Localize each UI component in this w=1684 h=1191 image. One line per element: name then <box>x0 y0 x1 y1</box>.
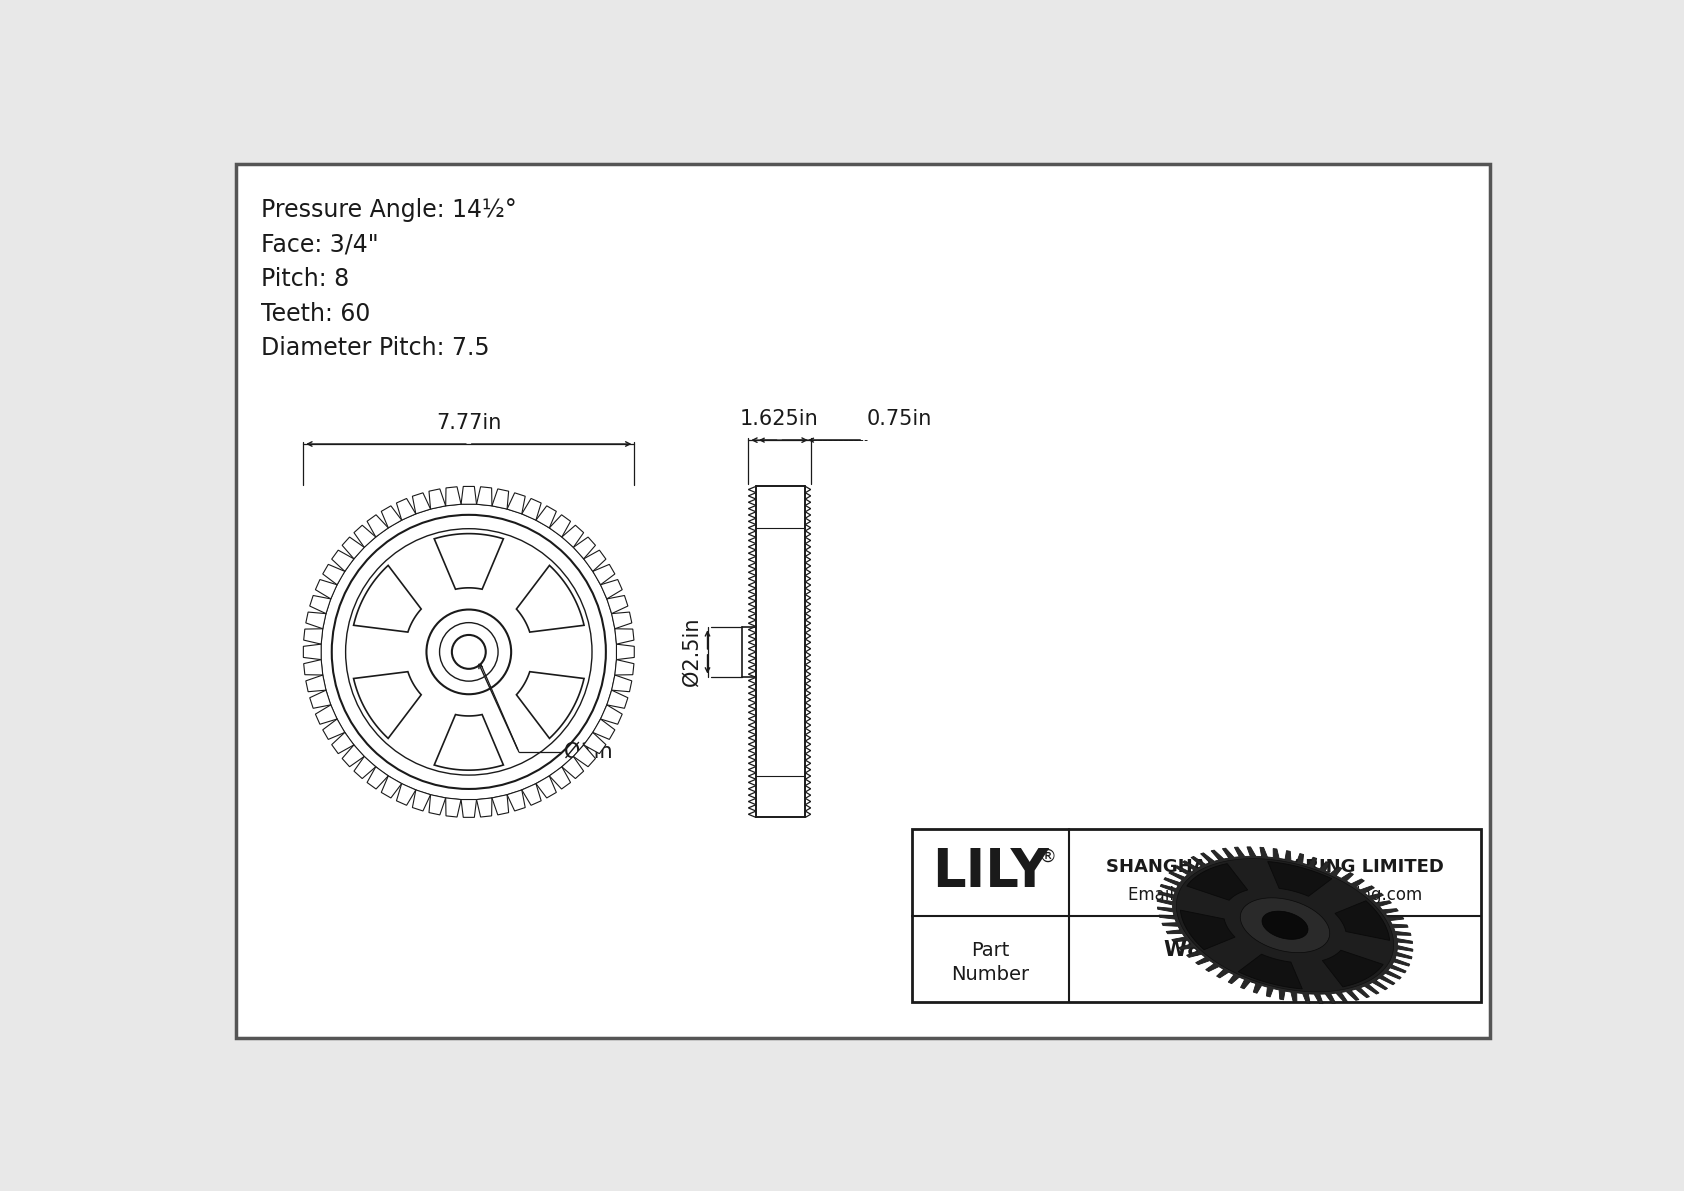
Polygon shape <box>1177 859 1394 992</box>
Polygon shape <box>429 794 446 815</box>
Polygon shape <box>584 550 606 572</box>
Polygon shape <box>584 732 606 754</box>
Polygon shape <box>342 744 364 767</box>
Text: Email: lilybearing@lily-bearing.com: Email: lilybearing@lily-bearing.com <box>1128 886 1423 904</box>
Polygon shape <box>1239 898 1330 953</box>
Polygon shape <box>367 767 389 788</box>
Polygon shape <box>354 566 421 632</box>
Polygon shape <box>332 550 354 572</box>
Polygon shape <box>303 660 323 675</box>
Text: 7.77in: 7.77in <box>436 413 502 434</box>
Polygon shape <box>517 672 584 738</box>
Polygon shape <box>323 565 345 585</box>
Text: Gears: Gears <box>1246 968 1303 987</box>
Polygon shape <box>573 744 596 767</box>
Polygon shape <box>434 534 504 590</box>
Text: Diameter Pitch: 7.5: Diameter Pitch: 7.5 <box>261 336 490 360</box>
Text: W860 WORM GEAR: W860 WORM GEAR <box>1164 940 1386 960</box>
Polygon shape <box>342 537 364 559</box>
Polygon shape <box>1180 910 1234 949</box>
Polygon shape <box>606 690 628 709</box>
Polygon shape <box>611 675 632 692</box>
Polygon shape <box>492 794 509 815</box>
Polygon shape <box>413 790 431 811</box>
Polygon shape <box>310 690 330 709</box>
Polygon shape <box>522 784 541 805</box>
Polygon shape <box>413 493 431 513</box>
Polygon shape <box>562 525 584 548</box>
Polygon shape <box>303 629 323 644</box>
Text: Ø2.5in: Ø2.5in <box>682 618 701 686</box>
Polygon shape <box>573 537 596 559</box>
Text: Number: Number <box>951 965 1029 984</box>
Text: Pressure Angle: 14½°: Pressure Angle: 14½° <box>261 198 517 222</box>
Polygon shape <box>601 705 621 724</box>
Polygon shape <box>310 596 330 613</box>
Polygon shape <box>593 719 615 740</box>
Text: Pitch: 8: Pitch: 8 <box>261 267 349 291</box>
Polygon shape <box>446 487 461 506</box>
Polygon shape <box>396 499 416 520</box>
Polygon shape <box>477 798 492 817</box>
Polygon shape <box>429 488 446 509</box>
Polygon shape <box>593 565 615 585</box>
Polygon shape <box>1238 954 1302 989</box>
Polygon shape <box>477 487 492 506</box>
Polygon shape <box>1322 950 1383 987</box>
Polygon shape <box>354 672 421 738</box>
Polygon shape <box>367 515 389 537</box>
Polygon shape <box>306 675 327 692</box>
Text: Teeth: 60: Teeth: 60 <box>261 301 370 325</box>
Polygon shape <box>315 705 337 724</box>
Polygon shape <box>332 732 354 754</box>
Text: 1.625in: 1.625in <box>741 410 818 430</box>
Polygon shape <box>616 644 635 660</box>
Polygon shape <box>303 644 322 660</box>
Polygon shape <box>354 756 376 779</box>
Polygon shape <box>396 784 416 805</box>
Polygon shape <box>507 790 525 811</box>
Polygon shape <box>323 719 345 740</box>
Polygon shape <box>354 525 376 548</box>
Polygon shape <box>461 486 477 504</box>
Polygon shape <box>1335 900 1389 941</box>
Polygon shape <box>522 499 541 520</box>
Polygon shape <box>507 493 525 513</box>
Polygon shape <box>536 506 556 528</box>
Polygon shape <box>562 756 584 779</box>
Bar <box>911 829 1482 1003</box>
Polygon shape <box>606 596 628 613</box>
Polygon shape <box>517 566 584 632</box>
Polygon shape <box>461 799 477 817</box>
Polygon shape <box>315 580 337 599</box>
Polygon shape <box>306 612 327 629</box>
Text: 0.75in: 0.75in <box>867 410 933 430</box>
Polygon shape <box>1187 863 1248 900</box>
Text: LILY: LILY <box>933 847 1049 898</box>
Text: SHANGHAI LILY BEARING LIMITED: SHANGHAI LILY BEARING LIMITED <box>1106 858 1445 877</box>
Text: Ø1in: Ø1in <box>564 742 613 762</box>
Polygon shape <box>446 798 461 817</box>
Polygon shape <box>549 767 571 788</box>
Polygon shape <box>549 515 571 537</box>
Polygon shape <box>615 629 633 644</box>
Polygon shape <box>434 715 504 771</box>
Text: ®: ® <box>1039 848 1056 866</box>
Text: Part: Part <box>972 941 1010 960</box>
Polygon shape <box>536 775 556 798</box>
Polygon shape <box>611 612 632 629</box>
Polygon shape <box>381 506 402 528</box>
Polygon shape <box>381 775 402 798</box>
Polygon shape <box>492 488 509 509</box>
Polygon shape <box>601 580 621 599</box>
Polygon shape <box>1157 847 1413 1004</box>
Polygon shape <box>615 660 633 675</box>
Text: Face: 3/4": Face: 3/4" <box>261 232 379 256</box>
Polygon shape <box>1268 861 1332 897</box>
Polygon shape <box>1261 911 1308 940</box>
